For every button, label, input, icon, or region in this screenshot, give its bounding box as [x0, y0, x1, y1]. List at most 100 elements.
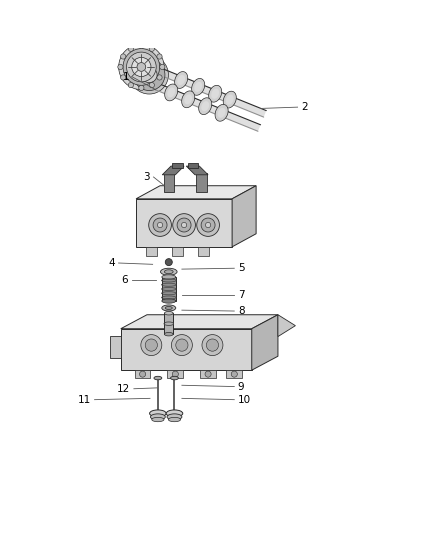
Circle shape: [120, 75, 126, 80]
Text: 9: 9: [238, 382, 244, 392]
Circle shape: [139, 43, 144, 49]
Polygon shape: [146, 247, 156, 256]
Circle shape: [153, 218, 167, 232]
Polygon shape: [226, 370, 242, 378]
Polygon shape: [211, 88, 219, 99]
Circle shape: [132, 58, 151, 77]
Text: 6: 6: [122, 276, 128, 286]
Ellipse shape: [162, 275, 176, 279]
Polygon shape: [201, 101, 209, 111]
Circle shape: [119, 44, 164, 90]
Polygon shape: [199, 98, 212, 115]
Circle shape: [171, 335, 192, 356]
Polygon shape: [135, 370, 150, 378]
Text: 5: 5: [238, 263, 244, 273]
Polygon shape: [187, 163, 198, 168]
Ellipse shape: [165, 306, 172, 310]
Circle shape: [127, 52, 156, 82]
Text: 8: 8: [238, 306, 244, 316]
Polygon shape: [110, 336, 121, 358]
Circle shape: [140, 371, 146, 377]
Ellipse shape: [170, 376, 178, 380]
Polygon shape: [208, 85, 222, 102]
Circle shape: [134, 59, 165, 91]
Polygon shape: [194, 82, 202, 92]
Polygon shape: [175, 71, 188, 88]
Circle shape: [157, 75, 162, 80]
Ellipse shape: [150, 414, 165, 420]
Text: 2: 2: [301, 102, 308, 112]
Text: 1: 1: [123, 71, 129, 82]
Polygon shape: [121, 315, 278, 329]
Polygon shape: [162, 166, 184, 175]
Circle shape: [137, 62, 146, 71]
Ellipse shape: [162, 299, 176, 303]
Circle shape: [231, 371, 237, 377]
Circle shape: [205, 222, 211, 228]
Polygon shape: [163, 173, 174, 192]
Circle shape: [149, 46, 155, 52]
Text: 4: 4: [109, 258, 115, 268]
Ellipse shape: [168, 417, 180, 422]
Text: 12: 12: [117, 384, 131, 394]
Ellipse shape: [167, 414, 182, 420]
Polygon shape: [136, 199, 232, 247]
Polygon shape: [136, 185, 256, 199]
Polygon shape: [200, 370, 216, 378]
Polygon shape: [198, 247, 209, 256]
Circle shape: [181, 222, 187, 228]
Circle shape: [172, 371, 178, 377]
Polygon shape: [192, 78, 205, 95]
Text: 11: 11: [78, 394, 91, 405]
Circle shape: [149, 214, 171, 236]
Text: 3: 3: [143, 172, 150, 182]
Polygon shape: [137, 76, 261, 131]
Polygon shape: [142, 61, 266, 117]
Polygon shape: [232, 185, 256, 247]
Polygon shape: [172, 247, 183, 256]
Circle shape: [139, 85, 144, 91]
Polygon shape: [184, 94, 192, 104]
Circle shape: [157, 54, 162, 59]
Circle shape: [201, 218, 215, 232]
Text: 10: 10: [238, 394, 251, 405]
Polygon shape: [167, 87, 175, 98]
Ellipse shape: [164, 311, 173, 315]
Circle shape: [157, 222, 162, 228]
Polygon shape: [223, 91, 237, 108]
Ellipse shape: [160, 268, 177, 275]
Polygon shape: [162, 277, 176, 301]
Circle shape: [141, 335, 162, 356]
Circle shape: [173, 214, 195, 236]
Polygon shape: [252, 315, 278, 370]
Polygon shape: [215, 104, 228, 121]
Polygon shape: [226, 94, 234, 104]
Ellipse shape: [150, 410, 166, 417]
Circle shape: [120, 54, 126, 59]
Circle shape: [145, 339, 157, 351]
Circle shape: [123, 49, 160, 85]
Circle shape: [128, 83, 134, 88]
Ellipse shape: [166, 410, 183, 417]
Ellipse shape: [164, 333, 173, 336]
Polygon shape: [186, 166, 208, 175]
Polygon shape: [196, 173, 207, 192]
Circle shape: [160, 64, 165, 70]
Polygon shape: [177, 75, 185, 85]
Text: 7: 7: [238, 290, 244, 300]
Polygon shape: [167, 370, 183, 378]
Polygon shape: [182, 91, 195, 108]
Ellipse shape: [152, 417, 164, 422]
Circle shape: [165, 259, 172, 265]
Circle shape: [176, 339, 188, 351]
Polygon shape: [218, 108, 226, 118]
Circle shape: [205, 371, 211, 377]
Polygon shape: [165, 84, 178, 101]
Circle shape: [118, 64, 123, 70]
Polygon shape: [172, 163, 183, 168]
Circle shape: [128, 46, 134, 52]
Circle shape: [141, 67, 157, 83]
Polygon shape: [278, 315, 295, 336]
Ellipse shape: [162, 305, 176, 311]
Circle shape: [130, 55, 169, 94]
